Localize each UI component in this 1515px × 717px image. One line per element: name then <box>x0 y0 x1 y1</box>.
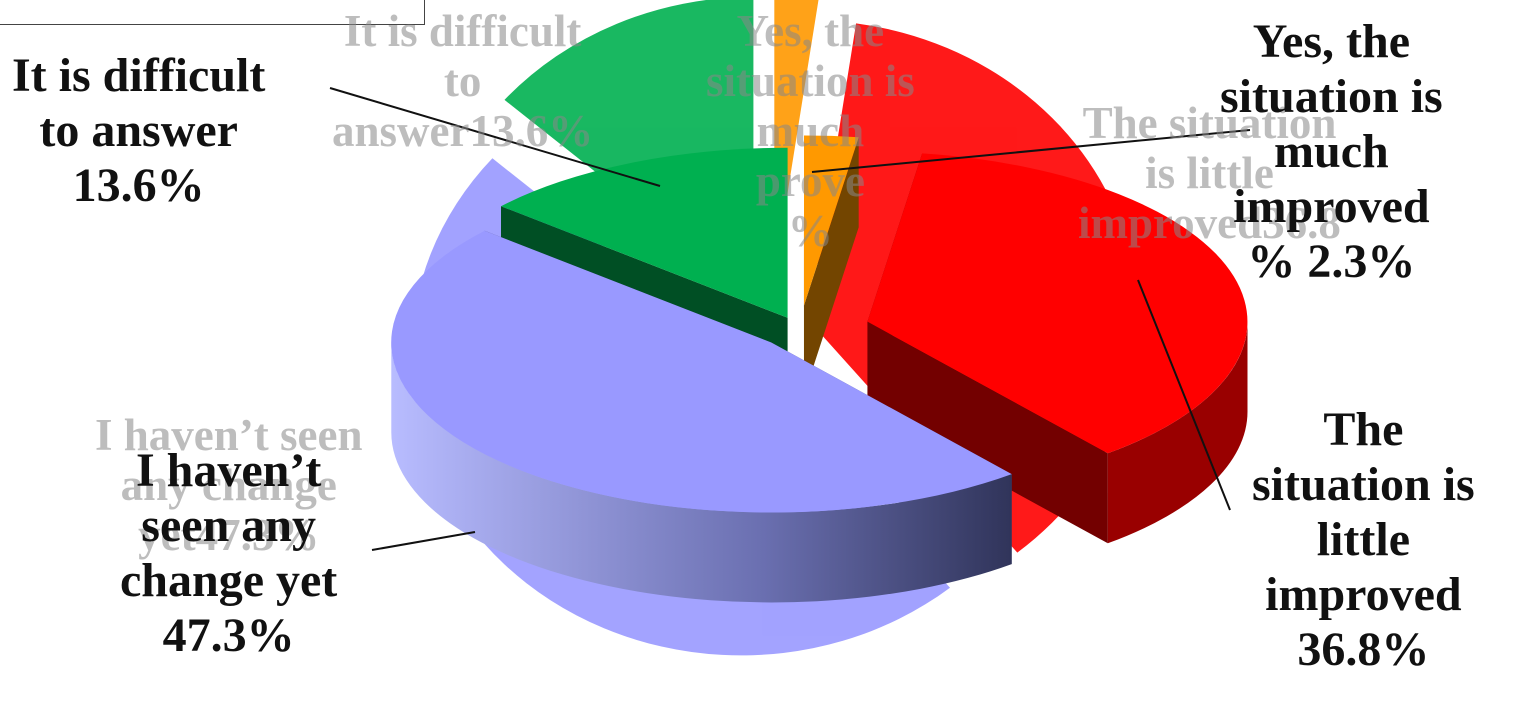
label-much-improved: Yes, the situation is much improved % 2.… <box>1220 15 1443 288</box>
main-pie-layer <box>391 135 1248 603</box>
label-difficult: It is difficult to answer 13.6% <box>12 49 266 212</box>
main-top <box>391 230 1012 513</box>
main-slice-the-situation-is-little-improved <box>867 153 1248 544</box>
leader-line-2 <box>1137 279 1231 511</box>
main-top <box>803 135 859 306</box>
legend-frame <box>0 0 425 25</box>
leader-lines <box>329 87 1251 551</box>
main-rim <box>1107 321 1248 544</box>
main-slice-yes-the-situation-is-much-improved <box>803 135 859 396</box>
ghost-label-difficult: It is difficult to answer13.6% <box>332 6 594 156</box>
label-no-change: I haven’t seen any change yet 47.3% <box>120 444 338 662</box>
main-side-wall <box>803 137 859 396</box>
ghost-label-no-change: I haven’t seen any change yet47.3% <box>95 410 363 560</box>
main-top <box>501 147 788 318</box>
main-rim <box>391 342 1012 603</box>
leader-line-3 <box>371 531 476 551</box>
ghost-label-little-improved: The situation is little improved36.8 <box>1078 98 1341 248</box>
ghost-label-much-improved: Yes, the situation is much prove % <box>706 6 915 256</box>
leader-line-1 <box>811 129 1251 173</box>
leader-line-0 <box>329 87 661 187</box>
main-top <box>867 153 1248 454</box>
main-side-wall <box>867 321 1108 544</box>
main-slice-i-haven-t-seen-any-change-yet <box>391 230 1012 603</box>
label-little-improved: The situation is little improved 36.8% <box>1252 403 1475 676</box>
